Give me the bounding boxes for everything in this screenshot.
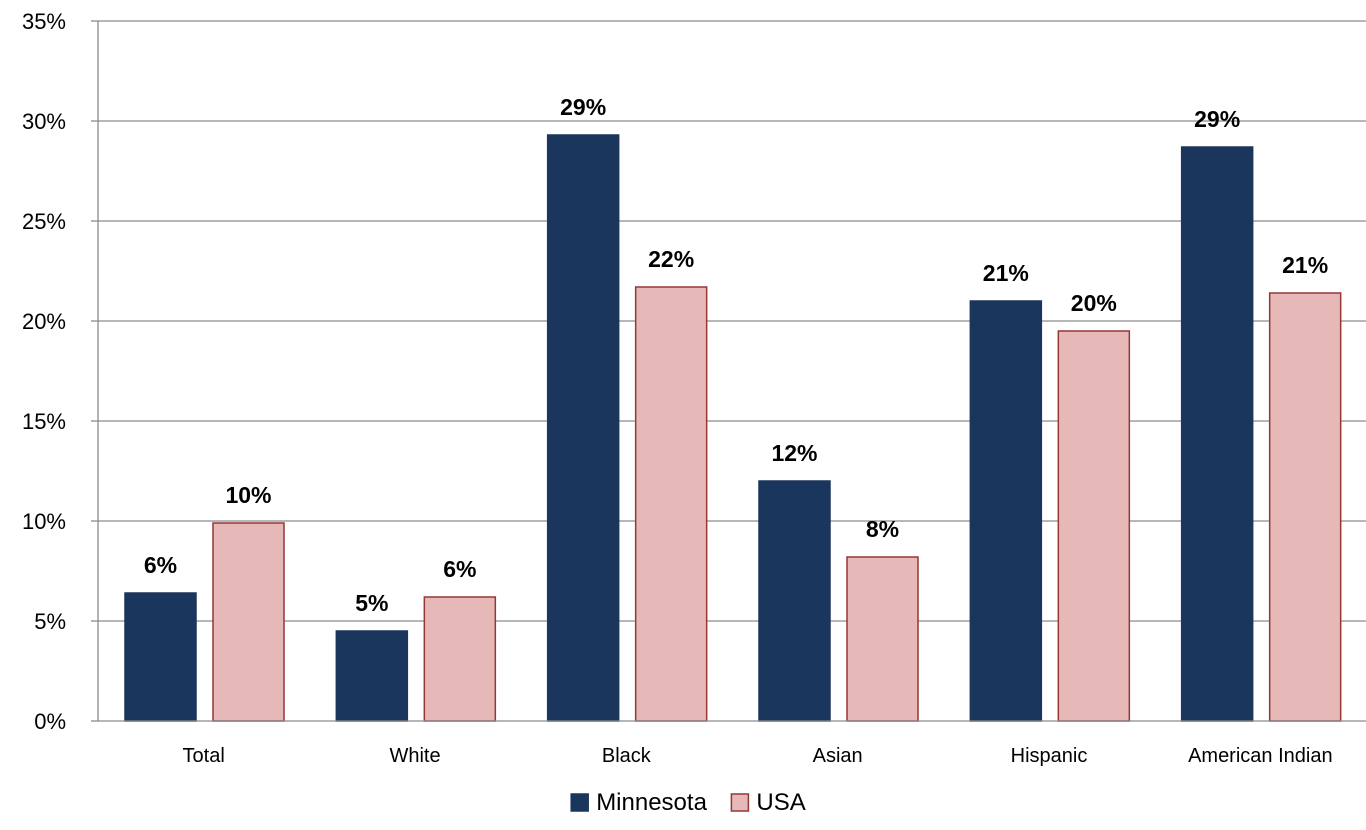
y-tick-label: 35% [22,9,66,34]
bar [1268,292,1342,722]
x-tick-label: Asian [813,745,863,767]
y-tick-label: 25% [22,209,66,234]
y-tick-label: 15% [22,409,66,434]
bar [546,134,620,722]
data-label: 29% [560,94,606,120]
x-tick-label: White [389,745,440,767]
bar [212,522,285,722]
data-label: 5% [355,590,388,616]
data-label: 6% [443,556,476,582]
bar [969,300,1043,722]
y-tick-label: 5% [34,609,66,634]
data-label: 12% [771,440,817,466]
x-tick-label: Hispanic [1011,745,1088,767]
gridlines [98,20,1366,622]
bar [335,630,409,722]
axes [91,20,1366,722]
y-tick-label: 20% [22,309,66,334]
bar [124,592,197,722]
legend-label: USA [756,789,805,816]
data-label: 8% [866,516,899,542]
bar [423,596,497,722]
bar [1180,146,1254,722]
y-tick-label: 10% [22,509,66,534]
x-tick-label: Black [602,745,652,767]
x-tick-label: Total [183,745,225,767]
legend-swatch [730,793,750,812]
y-tick-label: 0% [34,709,66,734]
data-label: 29% [1194,106,1240,132]
legend: Minnesota USA [570,789,806,816]
category-labels: Total White Black Asian Hispanic American Ind… [183,745,1333,767]
data-label: 21% [1282,252,1328,278]
data-label: 22% [648,246,694,272]
y-axis-tick-labels: 0% 5% 10% 15% 20% 25% 30% 35% [22,9,66,734]
bars [124,134,1342,722]
bar [1057,330,1131,722]
bar [758,480,831,722]
data-label: 20% [1071,290,1117,316]
data-labels: 6% 10% 5% 6% 29% 22% 12% 8% 21% 20% 29% 21% [144,94,1328,616]
y-tick-label: 30% [22,109,66,134]
x-tick-label: American Indian [1188,745,1333,767]
data-label: 10% [225,482,271,508]
legend-swatch [570,793,589,812]
legend-label: Minnesota [596,789,707,816]
data-label: 21% [983,260,1029,286]
data-label: 6% [144,552,177,578]
bar [634,286,708,722]
bar [846,556,919,722]
